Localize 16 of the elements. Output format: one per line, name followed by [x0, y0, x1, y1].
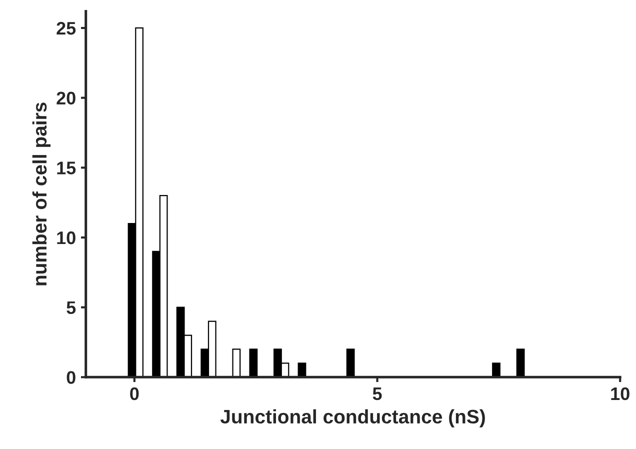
y-tick-label: 10 [57, 231, 76, 244]
x-tick-label: 0 [130, 387, 139, 400]
y-axis-title: number of cell pairs [32, 102, 50, 286]
bar [249, 348, 258, 378]
x-tick-label: 5 [372, 388, 382, 400]
y-tick-label: 5 [66, 301, 76, 314]
y-tick-label: 25 [56, 22, 76, 35]
x-axis-title: Junctional conductance (nS) [220, 409, 485, 428]
bar [516, 348, 525, 378]
y-tick-label: 0 [66, 371, 76, 384]
y-tick-label: 15 [57, 162, 76, 174]
bar [232, 348, 241, 378]
x-tick-label: 10 [611, 387, 630, 400]
bar [346, 348, 355, 378]
bar [492, 362, 500, 378]
y-tick-label: 20 [56, 92, 76, 105]
